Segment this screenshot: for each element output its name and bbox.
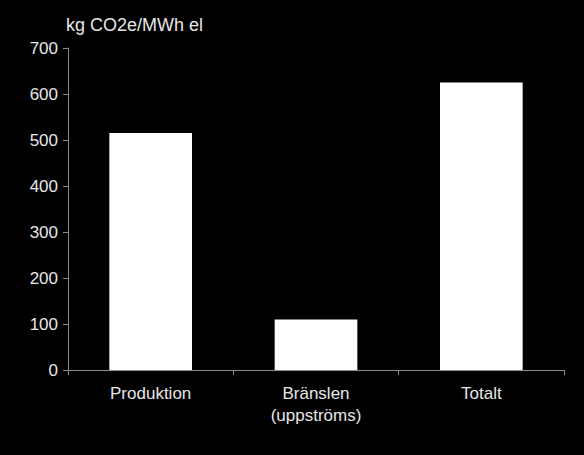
svg-text:Bränslen: Bränslen [282, 384, 349, 403]
svg-text:0: 0 [49, 361, 58, 380]
svg-text:300: 300 [30, 223, 58, 242]
svg-text:700: 700 [30, 39, 58, 58]
svg-text:Produktion: Produktion [110, 384, 191, 403]
svg-text:100: 100 [30, 315, 58, 334]
svg-text:600: 600 [30, 85, 58, 104]
svg-text:200: 200 [30, 269, 58, 288]
svg-text:kg CO2e/MWh el: kg CO2e/MWh el [66, 15, 203, 35]
svg-text:Totalt: Totalt [461, 384, 502, 403]
svg-text:400: 400 [30, 177, 58, 196]
svg-text:500: 500 [30, 131, 58, 150]
svg-text:(uppströms): (uppströms) [271, 406, 362, 425]
